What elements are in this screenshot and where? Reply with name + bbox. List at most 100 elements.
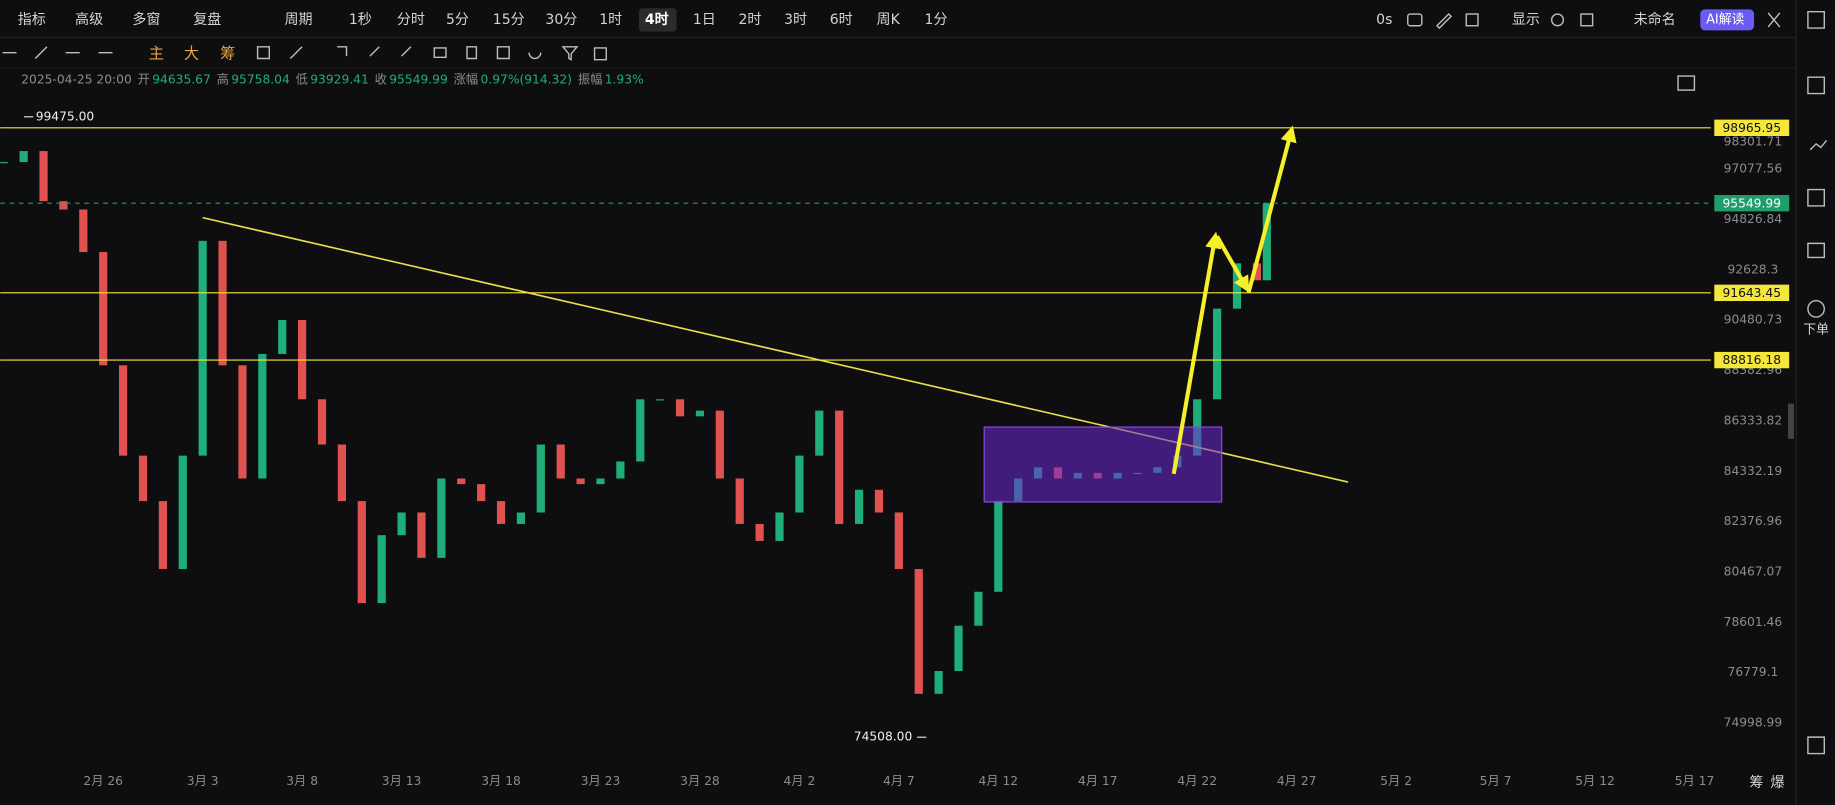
candle bbox=[695, 410, 705, 417]
interval-button[interactable]: 4时 bbox=[645, 11, 669, 28]
x-tick-label: 4月 22 bbox=[1177, 774, 1217, 788]
indicator-button[interactable]: 主 bbox=[149, 44, 164, 62]
pen-icon[interactable] bbox=[1436, 13, 1453, 30]
x-tick-label: 3月 8 bbox=[286, 774, 318, 788]
toolbar-button[interactable]: 高级 bbox=[75, 11, 103, 28]
x-tick-label: 4月 27 bbox=[1277, 774, 1317, 788]
settings-icon[interactable] bbox=[1550, 13, 1565, 27]
candle bbox=[795, 455, 804, 513]
price-tag-label: 91643.45 bbox=[1722, 286, 1781, 300]
arrow bbox=[1215, 235, 1250, 293]
x-tick-label: 5月 17 bbox=[1675, 774, 1715, 788]
box-icon[interactable] bbox=[1465, 13, 1479, 27]
period-menu[interactable]: 周期 bbox=[284, 12, 312, 28]
info-label: 振幅 bbox=[578, 71, 603, 86]
sidebar-icons[interactable] bbox=[1807, 10, 1828, 755]
camera-icon[interactable] bbox=[1407, 13, 1423, 27]
interval-button[interactable]: 2时 bbox=[738, 12, 761, 28]
interval-button[interactable]: 30分 bbox=[545, 12, 577, 28]
x-tick-label: 5月 2 bbox=[1380, 774, 1412, 788]
candle bbox=[1213, 308, 1222, 400]
interval-button[interactable]: 6时 bbox=[830, 12, 853, 28]
y-tick-label: 76779.1 bbox=[1728, 665, 1779, 679]
active-interval-bg bbox=[639, 8, 677, 32]
toolbar-button[interactable]: 复盘 bbox=[193, 11, 221, 28]
y-tick-label: 98301.71 bbox=[1724, 135, 1783, 149]
toolbar-right-button[interactable]: 0s bbox=[1376, 12, 1392, 28]
price-tag-label: 95549.99 bbox=[1722, 196, 1781, 210]
interval-button[interactable]: 3时 bbox=[784, 12, 807, 28]
price-tag bbox=[1714, 119, 1790, 136]
price-tag-label: 88816.18 bbox=[1722, 353, 1781, 367]
interval-button[interactable]: 周K bbox=[877, 12, 901, 28]
x-tick-label: 5月 12 bbox=[1575, 774, 1615, 788]
footer-button[interactable]: 爆 bbox=[1770, 775, 1784, 791]
candle bbox=[854, 489, 864, 524]
toolbar-right-button[interactable]: 显示 bbox=[1512, 12, 1540, 28]
info-value: 0.97%(914.32) bbox=[481, 72, 572, 86]
toolbar-icons bbox=[2, 10, 1828, 755]
candle bbox=[576, 478, 585, 485]
interval-button[interactable]: 分时 bbox=[397, 12, 425, 28]
toolbar-button[interactable]: 指标 bbox=[18, 12, 46, 28]
candle bbox=[536, 444, 545, 513]
x-tick-label: 4月 12 bbox=[979, 774, 1019, 788]
y-tick-label: 92628.3 bbox=[1728, 262, 1779, 276]
candle bbox=[735, 478, 744, 524]
candle bbox=[755, 523, 764, 541]
candle bbox=[397, 512, 406, 536]
interval-button[interactable]: 1时 bbox=[599, 12, 622, 28]
toolbar-right-button[interactable]: AI解读 bbox=[1706, 12, 1744, 27]
annotation-label: 99475.00 bbox=[36, 109, 95, 123]
range-box bbox=[983, 426, 1223, 503]
y-tick-label: 78601.46 bbox=[1724, 615, 1783, 629]
chart-option-icon[interactable] bbox=[1677, 75, 1696, 91]
draw-tools-icons[interactable] bbox=[2, 46, 113, 59]
ohlc-info: 2025-04-25 20:00 开 94635.67 高 95758.04 低 93929… bbox=[21, 71, 643, 86]
annotation-label: 74508.00 bbox=[854, 730, 913, 744]
candle bbox=[894, 512, 903, 570]
toolbar-button[interactable]: 多窗 bbox=[132, 11, 160, 28]
scroll-handle[interactable] bbox=[1788, 403, 1794, 439]
footer-button[interactable]: 筹 bbox=[1749, 774, 1763, 791]
candle bbox=[477, 484, 486, 502]
user-drawings bbox=[202, 125, 1349, 503]
info-label: 收 bbox=[375, 72, 387, 86]
interval-button[interactable]: 15分 bbox=[493, 12, 525, 28]
candle bbox=[158, 501, 167, 570]
interval-button[interactable]: 5分 bbox=[446, 12, 469, 28]
candle bbox=[775, 512, 784, 541]
candle bbox=[59, 201, 68, 210]
y-tick-label: 74998.99 bbox=[1724, 716, 1783, 730]
toolbar-right-button[interactable]: 未命名 bbox=[1634, 11, 1676, 28]
fullscreen-icon[interactable] bbox=[1580, 13, 1594, 27]
y-tick-label: 80467.07 bbox=[1724, 565, 1783, 579]
indicator-button[interactable]: 筹 bbox=[220, 44, 235, 62]
close-icon[interactable] bbox=[1767, 12, 1781, 28]
ai-button-bg[interactable] bbox=[1700, 9, 1755, 31]
interval-button[interactable]: 1日 bbox=[693, 12, 716, 28]
interval-button[interactable]: 1秒 bbox=[349, 12, 372, 28]
candle bbox=[357, 501, 366, 604]
candle bbox=[1252, 263, 1261, 281]
candle bbox=[914, 569, 923, 694]
candle bbox=[994, 501, 1003, 592]
indicator-button[interactable]: 大 bbox=[184, 44, 199, 62]
tool-icons[interactable] bbox=[256, 46, 607, 61]
y-tick-label: 90480.73 bbox=[1724, 313, 1783, 327]
interval-button[interactable]: 1分 bbox=[925, 12, 948, 28]
x-tick-label: 3月 23 bbox=[581, 774, 621, 788]
info-value: 94635.67 bbox=[152, 72, 211, 86]
x-tick-label: 4月 17 bbox=[1078, 774, 1118, 788]
y-tick-label: 94826.84 bbox=[1724, 212, 1783, 226]
candle bbox=[954, 625, 963, 672]
order-button[interactable]: 下单 bbox=[1803, 322, 1829, 337]
arrow bbox=[1171, 231, 1222, 475]
info-label: 涨幅 bbox=[454, 71, 479, 86]
x-tick-label: 3月 18 bbox=[481, 774, 521, 788]
x-tick-label: 4月 2 bbox=[784, 774, 816, 788]
candle bbox=[874, 489, 884, 513]
candle bbox=[278, 320, 287, 354]
